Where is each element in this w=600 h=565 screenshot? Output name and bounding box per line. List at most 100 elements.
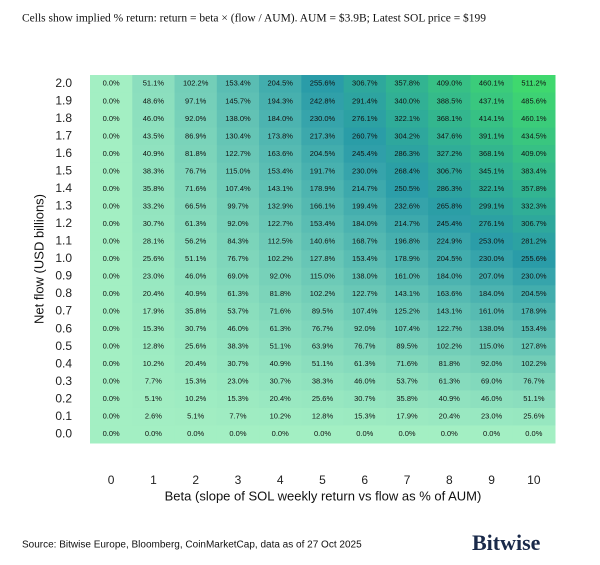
heatmap-cell (90, 320, 133, 339)
cell-label: 102.2% (183, 79, 209, 88)
heatmap-cell (385, 285, 429, 304)
cell-label: 102.2% (521, 359, 547, 368)
heatmap-cell (90, 302, 133, 321)
cell-label: 511.2% (521, 79, 546, 88)
cell-label: 286.3% (394, 149, 420, 158)
heatmap-cell (385, 407, 429, 426)
cell-label: 204.5% (310, 149, 336, 158)
heatmap-cell (470, 390, 514, 409)
cell-label: 35.8% (396, 394, 418, 403)
heatmap-cell (343, 162, 387, 181)
y-tick-label: 1.1 (55, 234, 72, 248)
heatmap-cell (470, 110, 514, 129)
heatmap-cell (174, 145, 218, 164)
cell-label: 20.4% (270, 394, 292, 403)
y-tick-label: 0.0 (55, 426, 72, 440)
heatmap-cell (174, 390, 218, 409)
heatmap-cell (90, 145, 133, 164)
heatmap-cell (216, 75, 260, 94)
cell-label: 66.5% (185, 201, 207, 210)
cell-label: 5.1% (187, 412, 204, 421)
heatmap-cell (132, 302, 176, 321)
heatmap-cell (90, 232, 133, 251)
cell-label: 102.2% (310, 289, 336, 298)
heatmap-cell (343, 197, 387, 216)
heatmap-cell (385, 215, 429, 234)
cell-label: 20.4% (439, 412, 461, 421)
cell-label: 0.0% (314, 429, 331, 438)
heatmap-cell (90, 425, 133, 444)
cell-label: 138.0% (225, 114, 251, 123)
heatmap-cell (216, 425, 260, 444)
heatmap-cell (216, 372, 260, 391)
cell-label: 0.0% (103, 166, 120, 175)
cell-label: 153.4% (225, 79, 251, 88)
cell-label: 327.2% (437, 149, 463, 158)
heatmap-cell (470, 250, 514, 269)
heatmap-cell (512, 215, 556, 234)
heatmap-cell (90, 162, 133, 181)
cell-label: 115.0% (310, 272, 335, 281)
cell-label: 46.0% (185, 272, 207, 281)
cell-label: 15.3% (227, 394, 249, 403)
cell-label: 299.1% (479, 201, 505, 210)
cell-label: 30.7% (185, 324, 207, 333)
heatmap-cell (90, 180, 133, 199)
heatmap-cell (512, 92, 556, 111)
heatmap-cell (259, 267, 302, 286)
cell-label: 0.0% (103, 219, 120, 228)
heatmap-cell (343, 285, 387, 304)
heatmap-cell (301, 267, 345, 286)
heatmap-cell (470, 162, 514, 181)
heatmap-cell (301, 250, 345, 269)
cell-label: 184.0% (352, 219, 378, 228)
heatmap-cell (512, 180, 556, 199)
cell-label: 224.9% (437, 236, 463, 245)
heatmap-cell (216, 320, 260, 339)
cell-label: 127.8% (521, 342, 547, 351)
heatmap-cell (174, 425, 218, 444)
cell-label: 61.3% (354, 359, 376, 368)
y-tick-label: 0.4 (55, 356, 72, 370)
x-tick-label: 2 (192, 473, 199, 487)
heatmap-cell (216, 285, 260, 304)
heatmap-cell (385, 145, 429, 164)
cell-label: 153.4% (268, 166, 294, 175)
cell-label: 286.3% (437, 184, 463, 193)
cell-label: 0.0% (103, 324, 120, 333)
cell-label: 25.6% (523, 412, 545, 421)
cell-label: 17.9% (396, 412, 418, 421)
cell-label: 107.4% (225, 184, 251, 193)
heatmap-cell (259, 355, 302, 374)
cell-label: 0.0% (483, 429, 500, 438)
heatmap-cell (470, 355, 514, 374)
heatmap-cell (174, 215, 218, 234)
y-tick-label: 2.0 (55, 76, 72, 90)
cell-label: 245.4% (437, 219, 463, 228)
cell-label: 0.0% (103, 289, 120, 298)
heatmap-cell (132, 250, 176, 269)
heatmap-cell (512, 75, 556, 94)
cell-label: 51.1% (270, 342, 292, 351)
heatmap-cell (90, 355, 133, 374)
heatmap-cell (216, 145, 260, 164)
cell-label: 178.9% (521, 307, 547, 316)
cell-label: 23.0% (227, 377, 249, 386)
cell-label: 71.6% (270, 307, 292, 316)
heatmap-cell (301, 75, 345, 94)
heatmap-cell (216, 337, 260, 356)
y-tick-label: 1.0 (55, 251, 72, 265)
cell-label: 46.0% (354, 377, 376, 386)
heatmap-cell (428, 215, 471, 234)
cell-label: 332.3% (521, 201, 547, 210)
heatmap-cell (385, 197, 429, 216)
cell-label: 0.0% (103, 79, 120, 88)
heatmap-cell (428, 337, 471, 356)
heatmap-cell (343, 320, 387, 339)
heatmap-cell (470, 267, 514, 286)
heatmap-cell (216, 197, 260, 216)
cell-label: 12.8% (143, 342, 165, 351)
cell-label: 306.7% (352, 79, 378, 88)
y-tick-label: 1.4 (55, 181, 72, 195)
heatmap-cell (216, 407, 260, 426)
